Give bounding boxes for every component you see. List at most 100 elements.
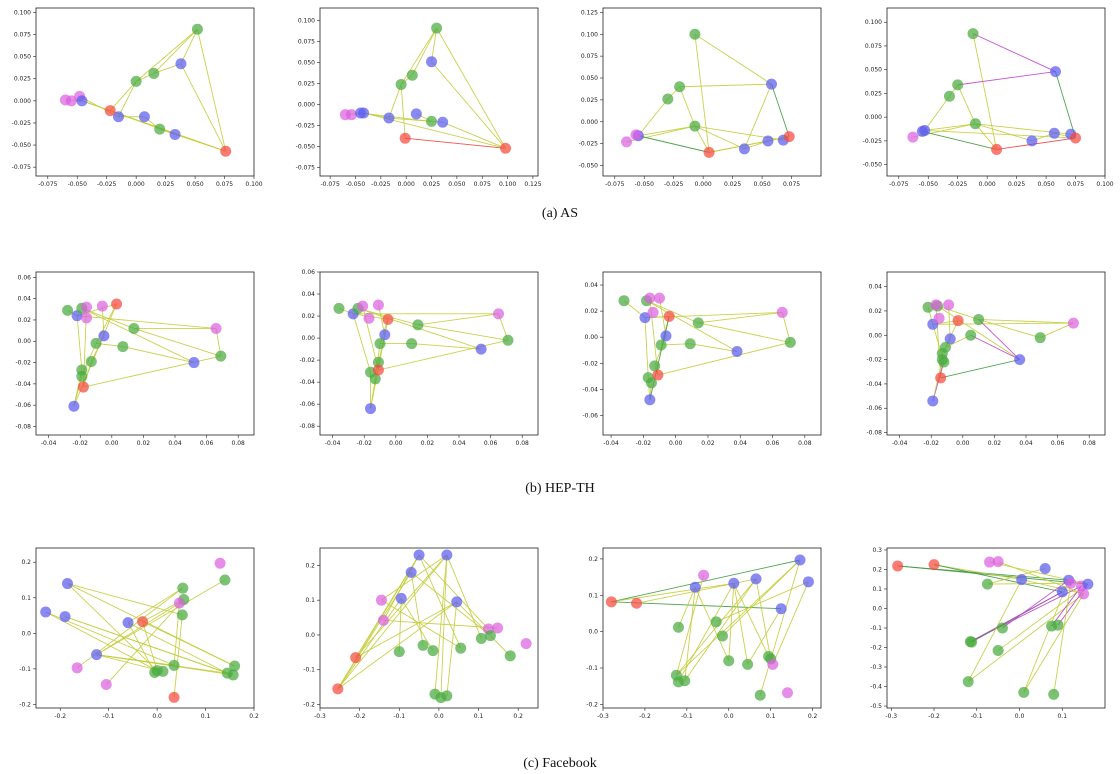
y-tick-label: 0.2 — [588, 556, 598, 563]
plot-frame — [35, 7, 255, 177]
x-tick-label: -0.025 — [97, 181, 117, 188]
y-tick-label: 0.025 — [14, 76, 31, 83]
caption-facebook: (c) Facebook — [523, 756, 596, 771]
graph-edge — [77, 315, 217, 329]
y-tick-label: -0.1 — [870, 625, 882, 632]
node-point-green — [406, 338, 418, 350]
graph-edge — [970, 591, 1063, 643]
graph-edge — [972, 33, 1056, 73]
y-tick-label: 0.06 — [302, 269, 316, 276]
graph-edge — [987, 568, 1046, 585]
graph-edge — [933, 564, 1063, 593]
y-tick-label: 0.100 — [581, 31, 598, 38]
node-point-magenta — [492, 622, 504, 634]
y-tick-label: 0.1 — [21, 595, 31, 602]
graph-edge — [924, 96, 950, 131]
node-point-purple — [437, 116, 449, 128]
graph-edge — [337, 601, 458, 690]
y-tick-label: -0.2 — [586, 701, 598, 708]
x-tick-label: -0.050 — [346, 181, 366, 188]
node-point-red — [991, 143, 1003, 155]
node-point-green — [333, 302, 345, 314]
node-point-green — [431, 22, 443, 34]
y-tick-label: -0.08 — [299, 423, 315, 430]
node-point-purple — [410, 108, 422, 120]
node-point-magenta — [71, 662, 83, 674]
y-tick-label: 0.04 — [585, 282, 599, 289]
y-tick-label: -0.3 — [870, 664, 882, 671]
plot-frame — [886, 271, 1106, 436]
y-tick-label: -0.2 — [303, 702, 315, 709]
node-point-red — [783, 131, 795, 143]
y-tick-label: -0.1 — [586, 665, 598, 672]
node-point-magenta — [992, 556, 1004, 568]
x-tick-label: -0.04 — [892, 440, 908, 447]
graph-edge — [135, 28, 198, 82]
node-point-purple — [644, 394, 656, 406]
x-tick-label: 0.050 — [753, 181, 770, 188]
graph-edge — [355, 554, 448, 658]
graph-edge — [722, 559, 801, 637]
y-tick-label: -0.4 — [870, 684, 882, 691]
node-point-purple — [927, 395, 939, 407]
subplot-1: -0.075 -0.050 -0.025 0.000 0.025 0.050 0.075 0.… — [12, 7, 263, 188]
graph-edge — [405, 137, 506, 149]
node-point-purple — [1016, 574, 1028, 586]
y-tick-label: -0.04 — [866, 381, 882, 388]
y-tick-label: -0.06 — [582, 412, 598, 419]
node-point-red — [952, 315, 964, 327]
x-tick-label: 0.06 — [1051, 440, 1065, 447]
graph-edge — [446, 554, 482, 639]
y-tick-label: -0.1 — [303, 667, 315, 674]
node-point-green — [90, 337, 102, 349]
x-tick-label: -0.025 — [948, 181, 968, 188]
node-point-green — [191, 23, 203, 35]
node-point-green — [655, 339, 667, 351]
y-tick-label: -0.06 — [15, 402, 31, 409]
y-tick-label: 0.00 — [18, 338, 32, 345]
y-tick-label: -0.04 — [582, 386, 598, 393]
x-tick-label: 0.000 — [979, 181, 996, 188]
node-point-purple — [794, 554, 806, 566]
x-tick-label: -0.02 — [923, 440, 939, 447]
x-tick-label: 0.0 — [724, 713, 734, 720]
caption-as: (a) AS — [542, 206, 578, 221]
x-tick-label: -0.1 — [971, 713, 983, 720]
graph-edge — [611, 559, 801, 603]
subplot-2: -0.075 -0.050 -0.025 0.000 0.025 0.050 0.075 0.… — [296, 7, 542, 188]
node-point-green — [672, 621, 684, 633]
y-tick-label: 0.2 — [21, 559, 31, 566]
node-point-green — [372, 356, 384, 368]
subplot-10: -0.3 -0.2 -0.1 0.0 0.1 0.2 0.2 0.1 0.0 -0.1 -0.2 — [303, 547, 539, 720]
graph-edge — [431, 28, 438, 62]
node-point-green — [992, 644, 1004, 656]
node-point-green — [441, 690, 453, 702]
y-tick-label: 0.1 — [872, 586, 882, 593]
x-tick-label: -0.025 — [371, 181, 391, 188]
node-point-magenta — [375, 594, 387, 606]
graph-edge — [440, 554, 448, 698]
node-point-green — [484, 630, 496, 642]
y-tick-label: 0.000 — [14, 98, 31, 105]
node-point-purple — [395, 592, 407, 604]
node-point-green — [229, 660, 241, 672]
graph-edge — [118, 81, 137, 117]
y-tick-label: 0.075 — [865, 43, 882, 50]
graph-edge — [337, 598, 402, 690]
graph-edge — [957, 71, 1056, 86]
node-point-red — [372, 364, 384, 376]
x-tick-label: 0.050 — [1037, 181, 1054, 188]
node-point-purple — [731, 346, 743, 358]
x-tick-label: 0.08 — [798, 440, 812, 447]
graph-edge — [67, 583, 158, 671]
node-point-purple — [40, 606, 52, 618]
y-tick-label: 0.02 — [302, 313, 316, 320]
y-tick-label: 0.02 — [869, 308, 883, 315]
x-tick-label: 0.025 — [724, 181, 741, 188]
node-point-purple — [1082, 578, 1094, 590]
subplot-6: -0.04 -0.02 0.00 0.02 0.04 0.06 0.08 0.06 0.04 0.… — [299, 269, 539, 447]
node-point-green — [674, 81, 686, 93]
x-tick-label: -0.04 — [325, 440, 341, 447]
node-point-green — [154, 123, 166, 135]
graph-edge — [96, 579, 226, 656]
